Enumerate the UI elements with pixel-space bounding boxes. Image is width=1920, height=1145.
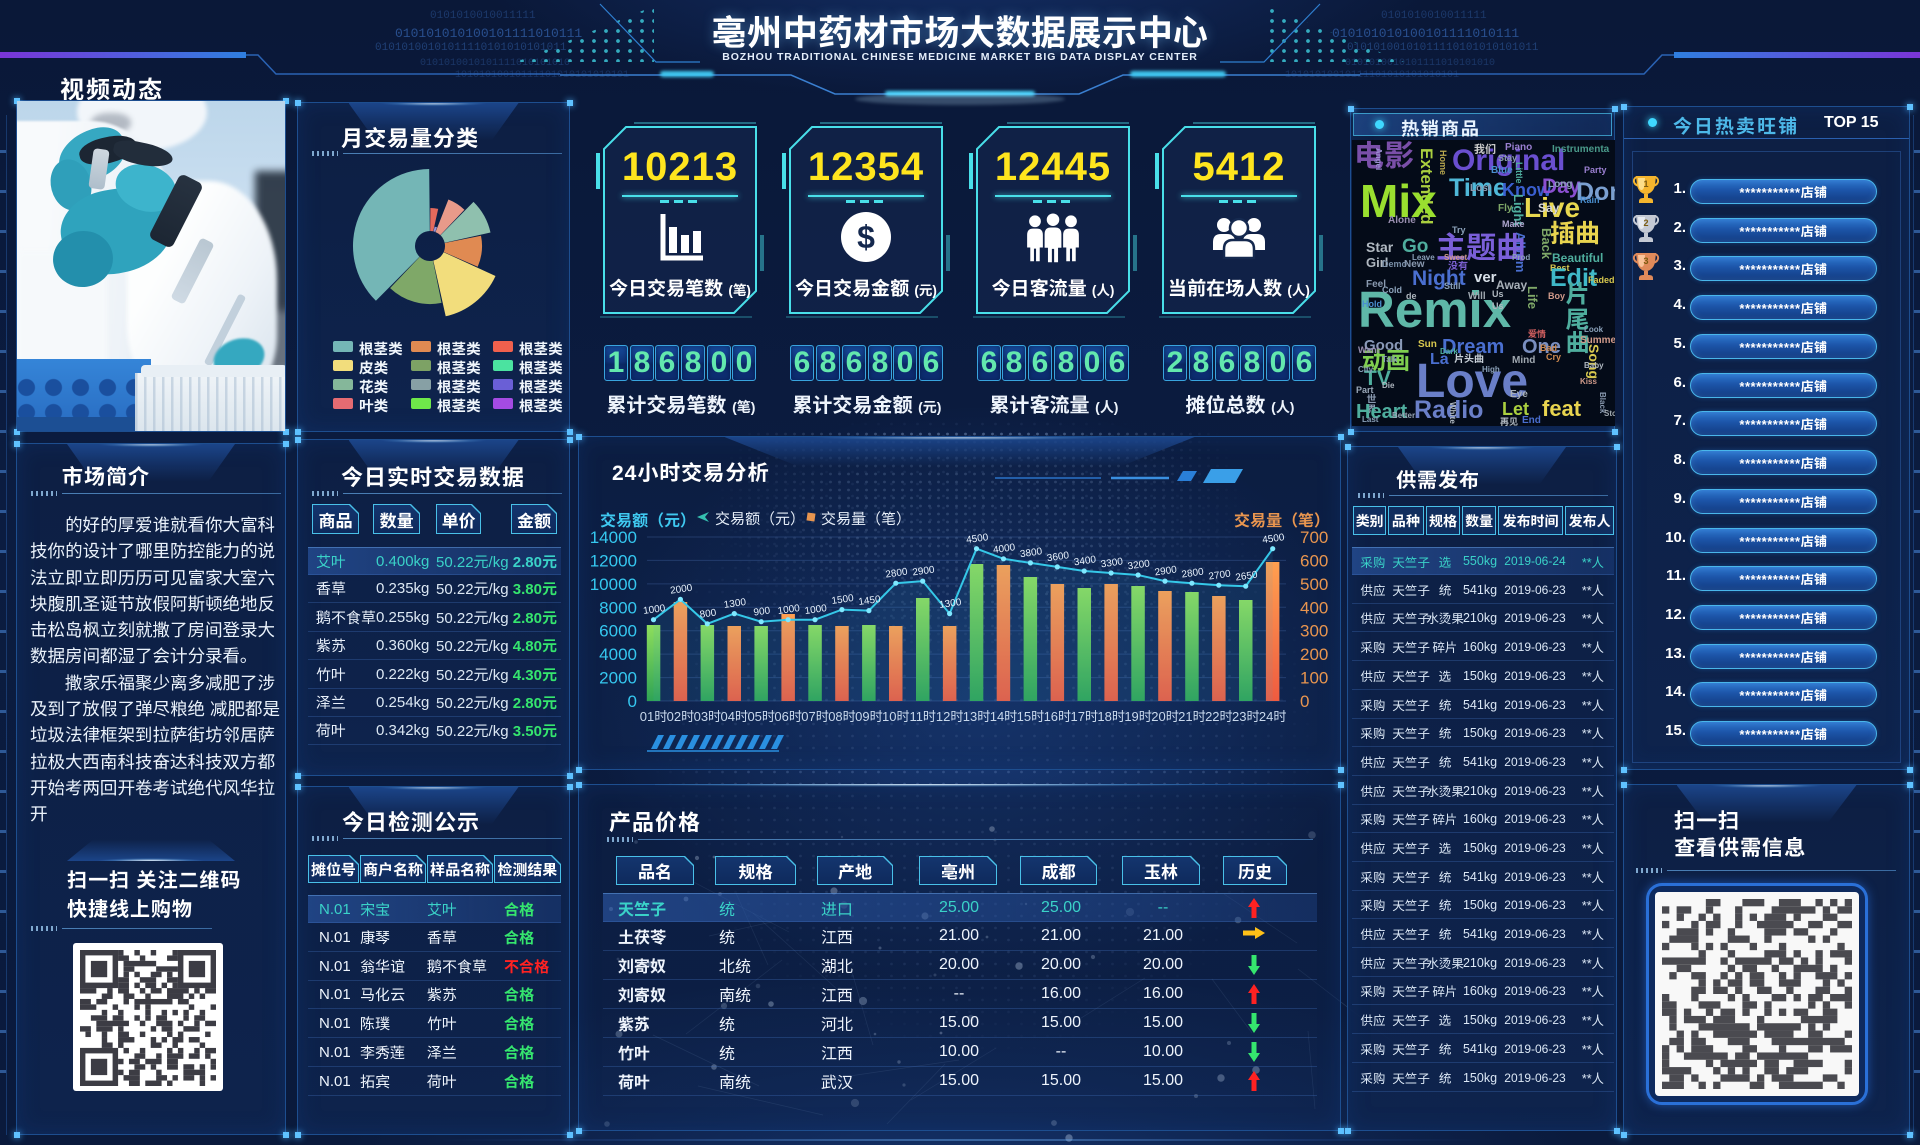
svg-text:$: $ [857, 219, 875, 255]
svg-text:12时: 12时 [936, 709, 963, 724]
svg-text:3600: 3600 [1046, 550, 1070, 564]
svg-text:1000: 1000 [804, 603, 828, 617]
svg-text:06时: 06时 [774, 709, 801, 724]
svg-text:2800: 2800 [885, 567, 909, 581]
svg-text:4500: 4500 [966, 532, 990, 546]
svg-text:1500: 1500 [831, 593, 855, 607]
svg-text:3400: 3400 [1073, 554, 1097, 568]
svg-text:13时: 13时 [963, 709, 990, 724]
svg-text:4000: 4000 [992, 542, 1016, 556]
svg-text:800: 800 [699, 607, 717, 620]
svg-text:03时: 03时 [694, 709, 721, 724]
svg-text:200: 200 [1300, 645, 1328, 664]
svg-text:1000: 1000 [777, 603, 801, 617]
svg-text:20时: 20时 [1151, 709, 1178, 724]
svg-text:2650: 2650 [1235, 570, 1259, 584]
svg-text:09时: 09时 [855, 709, 882, 724]
svg-text:1300: 1300 [939, 597, 963, 611]
svg-text:3: 3 [1643, 256, 1648, 266]
svg-text:100: 100 [1300, 669, 1328, 688]
svg-text:1000: 1000 [642, 603, 666, 617]
svg-text:300: 300 [1300, 622, 1328, 641]
svg-text:23时: 23时 [1232, 709, 1259, 724]
svg-text:0: 0 [1300, 692, 1309, 711]
svg-text:2900: 2900 [1154, 564, 1178, 578]
svg-text:3200: 3200 [1127, 558, 1151, 572]
svg-text:14时: 14时 [990, 709, 1017, 724]
svg-text:4500: 4500 [1262, 532, 1286, 546]
svg-text:2000: 2000 [669, 583, 693, 597]
svg-text:17时: 17时 [1070, 709, 1097, 724]
svg-text:400: 400 [1300, 598, 1328, 617]
svg-text:2800: 2800 [1181, 567, 1205, 581]
svg-text:19时: 19时 [1124, 709, 1151, 724]
svg-text:10时: 10时 [882, 709, 909, 724]
svg-text:16时: 16时 [1044, 709, 1071, 724]
svg-text:04时: 04时 [721, 709, 748, 724]
svg-text:08时: 08时 [828, 709, 855, 724]
svg-text:15时: 15时 [1017, 709, 1044, 724]
svg-text:600: 600 [1300, 551, 1328, 570]
svg-text:700: 700 [1300, 528, 1328, 547]
svg-text:11时: 11时 [909, 709, 936, 724]
svg-text:22时: 22时 [1205, 709, 1232, 724]
svg-text:500: 500 [1300, 575, 1328, 594]
svg-text:21时: 21时 [1178, 709, 1205, 724]
svg-text:900: 900 [753, 605, 771, 618]
svg-text:4000: 4000 [599, 645, 637, 664]
svg-text:2700: 2700 [1208, 569, 1232, 583]
svg-text:8000: 8000 [599, 598, 637, 617]
svg-text:1300: 1300 [723, 597, 747, 611]
svg-text:14000: 14000 [590, 528, 637, 547]
svg-text:2900: 2900 [912, 564, 936, 578]
svg-text:2000: 2000 [599, 669, 637, 688]
svg-text:1450: 1450 [858, 594, 882, 608]
svg-text:0: 0 [628, 692, 637, 711]
svg-text:07时: 07时 [801, 709, 828, 724]
svg-text:02时: 02时 [667, 709, 694, 724]
svg-text:18时: 18时 [1097, 709, 1124, 724]
svg-text:24时: 24时 [1259, 709, 1286, 724]
svg-text:12000: 12000 [590, 551, 637, 570]
svg-text:3300: 3300 [1100, 556, 1124, 570]
svg-text:3800: 3800 [1019, 546, 1043, 560]
svg-text:1: 1 [1643, 179, 1648, 189]
svg-text:10000: 10000 [590, 575, 637, 594]
svg-text:01时: 01时 [640, 709, 667, 724]
svg-text:6000: 6000 [599, 622, 637, 641]
svg-text:05时: 05时 [747, 709, 774, 724]
svg-text:2: 2 [1643, 218, 1648, 228]
